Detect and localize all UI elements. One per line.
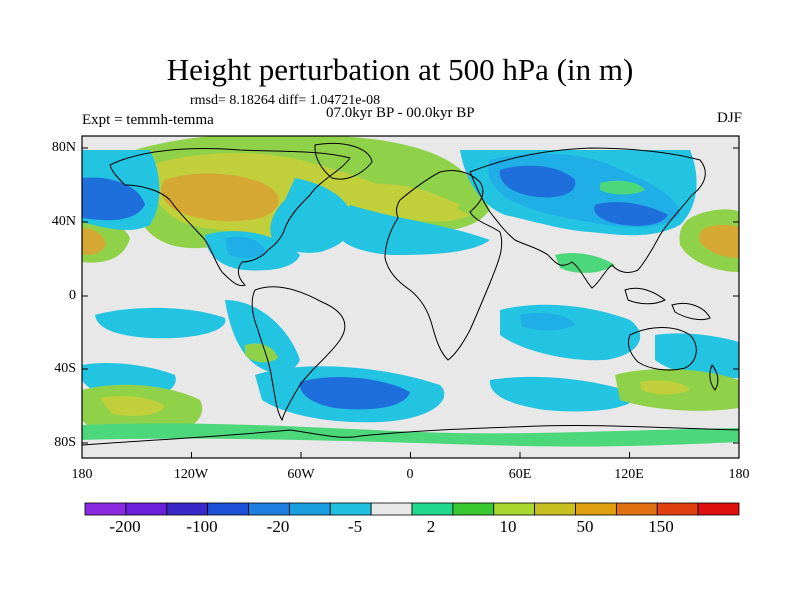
contour-strong-negative-asia [594, 202, 668, 226]
colorbar-swatch-5 [288, 502, 331, 516]
coastline-europe-africa [384, 169, 503, 361]
coastline-asia [469, 147, 706, 289]
axis-ticks [81, 147, 740, 458]
coastline-north-america [109, 148, 351, 287]
colorbar-swatch-13 [615, 502, 658, 516]
colorbar-swatch-6 [329, 502, 372, 516]
coastline-australia [627, 327, 697, 371]
colorbar-label-4: 2 [426, 517, 436, 536]
contour-negative-australia [655, 333, 739, 379]
colorbar-label-7: 150 [648, 517, 674, 536]
contour-slight-positive-india [555, 253, 615, 273]
contour-negative-indian-inner [520, 313, 575, 331]
colorbar-swatch-15 [697, 502, 740, 516]
coastline-new-zealand [709, 364, 719, 391]
lon-label-60w: 60W [287, 467, 315, 482]
colorbar-swatch-10 [493, 502, 536, 516]
colorbar-label-6: 50 [576, 517, 594, 536]
contour-negative-na-atlantic [270, 178, 355, 253]
contour-positive-south-pacific-inner [100, 395, 165, 416]
lon-label-180-left: 180 [71, 467, 93, 482]
colorbar-swatch-12 [575, 502, 617, 516]
lat-label-80s: 80S [54, 435, 76, 450]
coastline-antarctica [82, 424, 739, 446]
colorbar-swatch-8 [411, 502, 454, 516]
contour-strong-positive-pacific-right [699, 224, 739, 258]
contour-positive-atlantic [359, 183, 460, 218]
lon-label-120e: 120E [614, 467, 644, 482]
coastlines [82, 143, 739, 446]
colorbar-label-1: -100 [186, 517, 218, 536]
colorbar-label-2: -20 [266, 517, 290, 536]
contour-negative-south-america [225, 300, 300, 374]
coastline-south-america [251, 286, 346, 422]
colorbar-swatch-9 [452, 502, 495, 516]
lon-label-180-right: 180 [728, 467, 750, 482]
plot-title: Height perturbation at 500 hPa (in m) [166, 52, 634, 87]
colorbar-swatch-1 [125, 502, 168, 516]
colorbar-swatch-11 [534, 502, 576, 516]
contour-strong-negative-eurasia [499, 165, 576, 198]
contour-slight-positive-siberia [600, 180, 645, 195]
lon-label-120w: 120W [173, 467, 209, 482]
coastline-greenland [314, 143, 373, 180]
period-text: 07.0kyr BP - 00.0kyr BP [326, 105, 475, 121]
contour-negative-gulf-inner [225, 236, 266, 259]
lon-label-0: 0 [406, 467, 414, 482]
contour-negative-nafrica [335, 205, 490, 255]
colorbar-swatch-2 [166, 502, 209, 516]
colorbar-swatch-14 [656, 502, 699, 516]
contour-negative-southern-indian [489, 376, 640, 412]
colorbar-label-5: 10 [499, 517, 517, 536]
contour-positive-southwest-pacific-inner [640, 380, 690, 395]
stats-text: rmsd= 8.18264 diff= 1.04721e-08 [190, 93, 381, 108]
coastline-maritime-asia [624, 287, 711, 321]
contour-positive-south-america [245, 343, 278, 363]
contour-strong-positive-pacific-left [82, 228, 106, 255]
colorbar-swatch-4 [248, 502, 290, 516]
contour-strong-negative-south-atlantic [299, 377, 410, 410]
lat-label-40s: 40S [54, 361, 76, 376]
colorbar-swatch-3 [207, 502, 249, 516]
lat-label-80n: 80N [51, 140, 76, 155]
lat-label-40n: 40N [51, 214, 76, 229]
lat-label-0: 0 [69, 288, 76, 303]
lon-label-60e: 60E [508, 467, 532, 482]
experiment-text: Expt = temmh-temma [82, 112, 214, 128]
contour-strong-negative-pacific-left [82, 177, 145, 221]
contour-field [82, 136, 739, 458]
contour-near-zero-antarctica [82, 438, 739, 458]
colorbar-swatch-7 [370, 502, 413, 516]
colorbar-label-0: -200 [109, 517, 141, 536]
colorbar-swatch-0 [84, 502, 127, 516]
season-text: DJF [716, 110, 742, 126]
contour-negative-tropical-pacific [95, 307, 226, 339]
colorbar-label-3: -5 [347, 517, 363, 536]
contour-strong-positive-na [161, 173, 279, 222]
colorbar [84, 502, 740, 516]
